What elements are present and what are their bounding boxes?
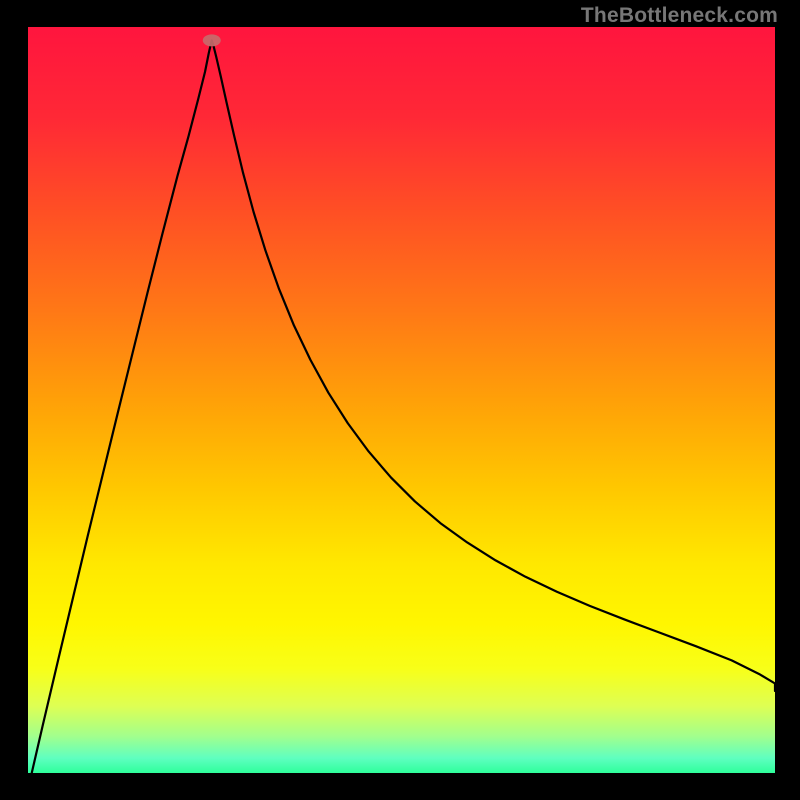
chart-container: TheBottleneck.com	[0, 0, 800, 800]
vertex-marker	[203, 34, 221, 46]
plot-area	[28, 27, 775, 773]
attribution-label: TheBottleneck.com	[581, 4, 778, 28]
gradient-background	[28, 27, 775, 773]
chart-svg	[28, 27, 775, 773]
